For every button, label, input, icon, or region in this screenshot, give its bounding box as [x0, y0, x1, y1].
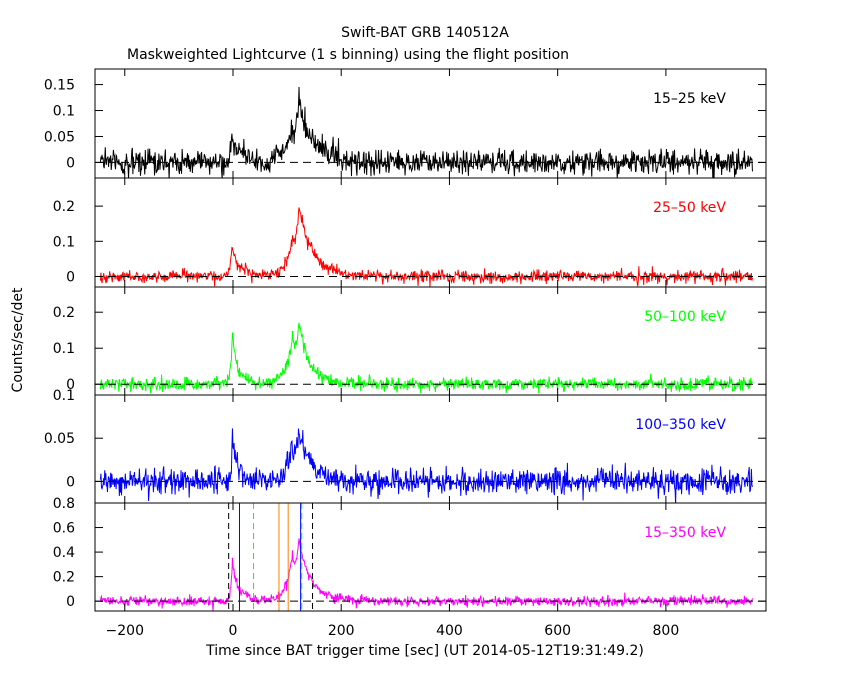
y-tick-label: 0.05 [44, 431, 75, 447]
panel-1: 0 0.05 0.1 0.15 15–25 keV [44, 68, 767, 179]
y-tick-label: 0 [66, 594, 75, 610]
x-tick-label: 200 [328, 623, 355, 639]
y-tick-label: 0 [66, 474, 75, 490]
lightcurve-series-3 [99, 322, 753, 394]
y-tick-label: 0 [66, 269, 75, 285]
y-tick-label: 0.1 [53, 234, 75, 250]
y-tick-label: 0.2 [53, 305, 75, 321]
y-tick-label: 0.1 [53, 388, 75, 404]
y-tick-label: 0.2 [53, 199, 75, 215]
y-axis-label: Counts/sec/det [10, 287, 26, 392]
y-tick-label: 0.15 [44, 78, 75, 94]
y-tick-label: 0.4 [53, 545, 75, 561]
x-tick-label: 800 [653, 623, 680, 639]
y-tick-label: 0.8 [53, 496, 75, 512]
y-tick-label: 0.2 [53, 570, 75, 586]
panel-2: 0 0.1 0.2 25–50 keV [53, 177, 767, 288]
x-tick-label: 600 [544, 623, 571, 639]
x-tick-label: 400 [436, 623, 463, 639]
y-tick-label: 0 [66, 377, 75, 393]
band-label: 15–25 keV [653, 91, 726, 107]
y-tick-label: 0.6 [53, 521, 75, 537]
band-label: 25–50 keV [653, 200, 726, 216]
panel-frame [94, 502, 767, 612]
x-axis-label: Time since BAT trigger time [sec] (UT 20… [205, 643, 644, 659]
chart-title: Swift-BAT GRB 140512A [341, 25, 509, 41]
band-label: 100–350 keV [635, 417, 726, 433]
chart-subtitle: Maskweighted Lightcurve (1 s binning) us… [127, 47, 569, 63]
lightcurve-series-1 [99, 86, 753, 178]
panel-4: 0 0.05 0.1 100–350 keV [44, 388, 767, 504]
y-tick-label: 0.1 [53, 104, 75, 120]
x-tick-label: −200 [106, 623, 144, 639]
band-label: 15–350 keV [644, 525, 726, 541]
y-tick-label: 0.1 [53, 341, 75, 357]
x-tick-label: 0 [229, 623, 238, 639]
panel-3: 0 0.1 0.2 50–100 keV [53, 286, 767, 396]
y-tick-label: 0.05 [44, 129, 75, 145]
y-tick-label: 0 [66, 155, 75, 171]
panel-5: 0 0.2 0.4 0.6 0.8 15–350 keV [53, 496, 767, 612]
band-label: 50–100 keV [644, 309, 726, 325]
